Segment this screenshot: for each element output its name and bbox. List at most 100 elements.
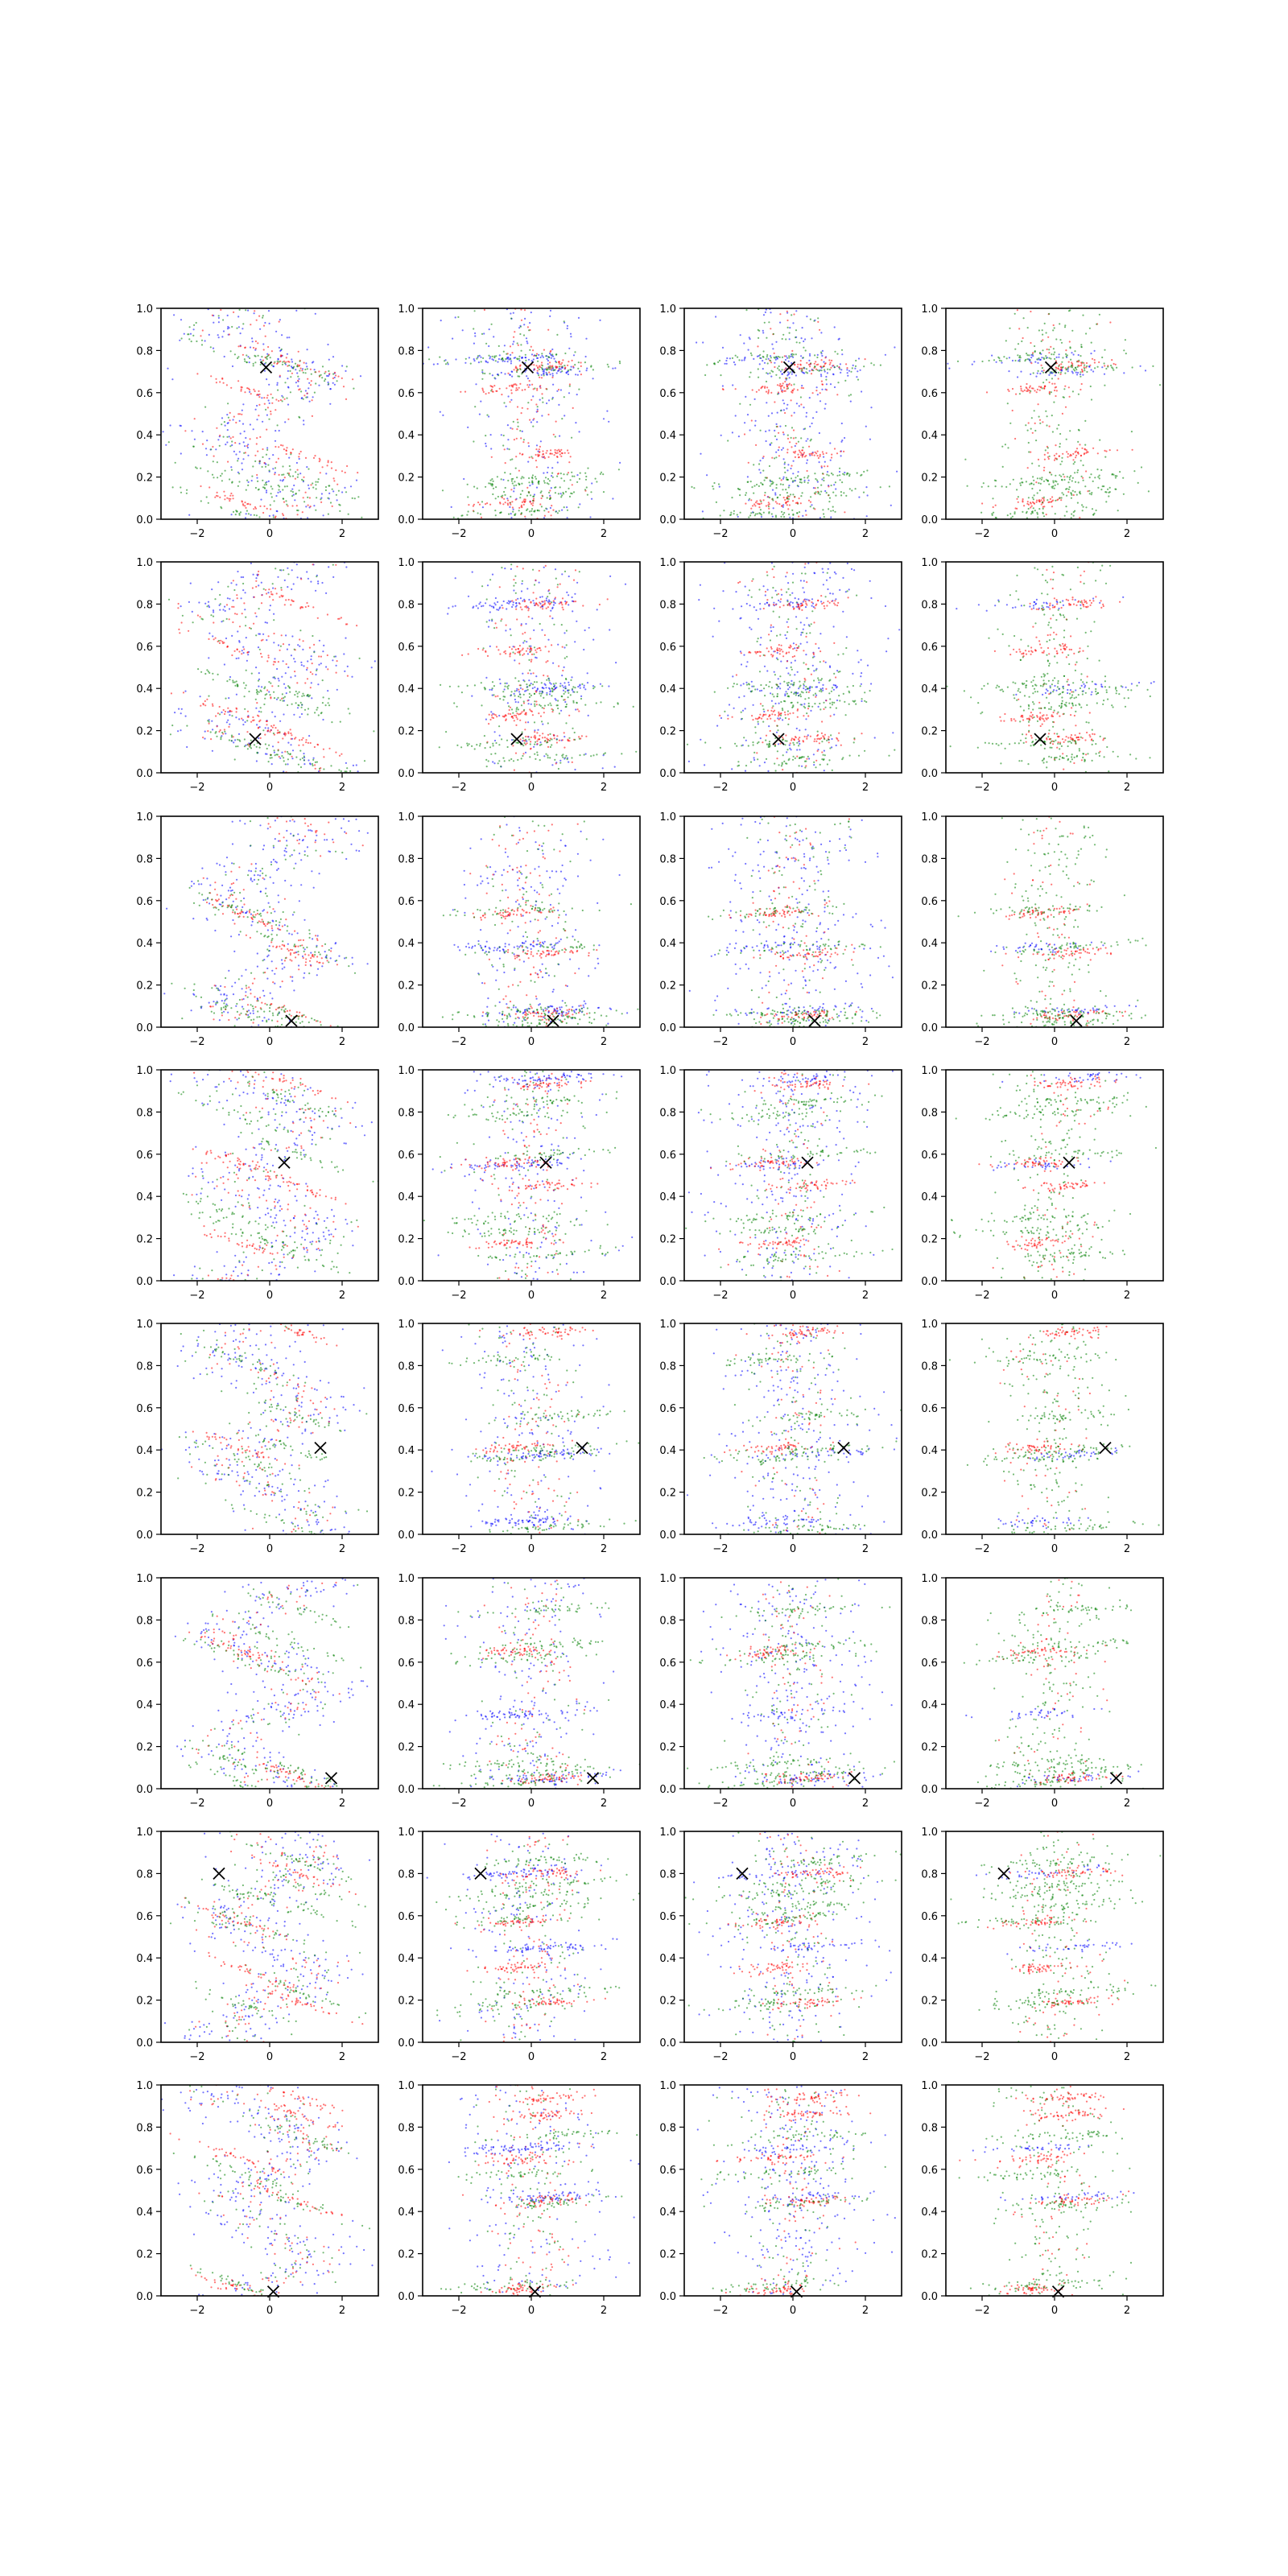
blue-point xyxy=(281,751,283,753)
green-point xyxy=(492,487,495,489)
blue-point xyxy=(782,409,786,411)
blue-point xyxy=(268,514,270,518)
green-point xyxy=(217,315,220,317)
red-point xyxy=(262,511,265,514)
blue-point xyxy=(779,321,782,324)
red-point xyxy=(1060,499,1063,502)
green-point xyxy=(781,356,784,358)
red-point xyxy=(788,504,791,506)
red-point xyxy=(279,732,281,734)
red-point xyxy=(814,487,816,489)
green-point xyxy=(1055,338,1058,341)
red-point xyxy=(526,647,529,650)
red-point xyxy=(193,418,196,420)
green-point xyxy=(1140,466,1143,469)
red-point xyxy=(758,503,761,506)
green-point xyxy=(1001,465,1004,469)
red-point xyxy=(249,438,251,440)
blue-point xyxy=(1139,365,1141,367)
blue-point xyxy=(790,749,792,751)
red-point xyxy=(238,625,242,628)
red-point xyxy=(510,503,512,506)
blue-point xyxy=(277,357,279,360)
red-point xyxy=(549,737,552,740)
green-point xyxy=(1089,385,1092,388)
red-point xyxy=(825,389,828,391)
green-point xyxy=(993,479,996,481)
green-point xyxy=(273,676,275,679)
blue-point xyxy=(831,746,833,749)
blue-point xyxy=(485,718,488,720)
blue-point xyxy=(809,425,811,427)
green-point xyxy=(621,753,623,755)
green-point xyxy=(502,444,505,447)
blue-point xyxy=(235,716,237,719)
green-point xyxy=(526,688,529,691)
blue-point xyxy=(370,667,373,669)
blue-point xyxy=(861,700,863,703)
red-point xyxy=(547,745,550,749)
red-point xyxy=(523,653,526,655)
red-point xyxy=(556,456,559,459)
blue-point xyxy=(530,353,534,356)
red-point xyxy=(522,753,525,755)
red-point xyxy=(504,462,506,464)
green-point xyxy=(1001,445,1004,448)
blue-point xyxy=(343,653,345,655)
red-point xyxy=(511,716,514,718)
green-point xyxy=(1061,361,1063,363)
red-point xyxy=(311,399,313,402)
green-point xyxy=(1080,375,1082,378)
blue-point xyxy=(478,413,481,415)
red-point xyxy=(244,346,246,349)
red-point xyxy=(799,368,801,370)
red-point xyxy=(230,710,233,712)
blue-point xyxy=(549,374,551,376)
green-point xyxy=(571,493,573,495)
red-point xyxy=(271,726,274,729)
green-point xyxy=(235,745,237,748)
green-point xyxy=(770,513,773,515)
blue-point xyxy=(530,312,532,314)
green-point xyxy=(1006,514,1009,517)
blue-point xyxy=(296,576,299,579)
green-point xyxy=(208,671,211,675)
blue-point xyxy=(230,466,233,469)
green-point xyxy=(281,400,283,402)
blue-point xyxy=(277,644,280,646)
blue-point xyxy=(807,438,809,440)
blue-point xyxy=(770,626,772,629)
blue-point xyxy=(442,414,444,417)
blue-point xyxy=(513,589,515,592)
red-point xyxy=(228,497,230,500)
red-point xyxy=(204,700,206,703)
blue-point xyxy=(512,343,514,345)
red-point xyxy=(299,739,301,741)
green-point xyxy=(704,374,707,377)
blue-point xyxy=(854,367,857,369)
red-point xyxy=(1047,457,1050,460)
green-point xyxy=(290,376,292,378)
green-point xyxy=(1038,477,1041,480)
blue-point xyxy=(244,609,246,611)
red-point xyxy=(819,455,821,458)
green-point xyxy=(169,733,171,736)
red-point xyxy=(513,714,516,716)
green-point xyxy=(532,425,535,427)
red-point xyxy=(830,456,833,459)
blue-point xyxy=(151,713,153,715)
blue-point xyxy=(777,449,780,452)
blue-point xyxy=(247,356,250,358)
red-point xyxy=(1085,449,1088,452)
blue-point xyxy=(513,490,515,493)
blue-point xyxy=(296,707,299,709)
green-point xyxy=(217,673,219,676)
green-point xyxy=(823,513,825,515)
green-point xyxy=(590,755,592,758)
green-point xyxy=(558,510,560,512)
red-point xyxy=(542,452,545,456)
blue-point xyxy=(226,429,229,431)
blue-point xyxy=(550,353,552,356)
blue-point xyxy=(515,602,518,605)
green-point xyxy=(820,351,823,353)
